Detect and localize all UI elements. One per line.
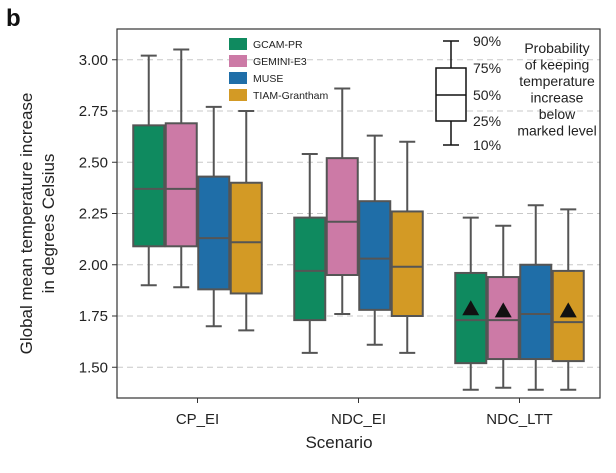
- box-iqr: [132, 124, 166, 248]
- key-percentile-label: 75%: [473, 60, 501, 76]
- box-iqr: [390, 210, 424, 317]
- box-iqr: [519, 263, 553, 361]
- box-gemini-e3: [164, 48, 198, 289]
- key-description-line: of keeping: [525, 57, 590, 73]
- y-tick-label: 2.75: [79, 103, 108, 120]
- box-gcam-pr: [293, 153, 327, 354]
- key-percentile-label: 50%: [473, 87, 501, 103]
- box-muse: [197, 105, 231, 328]
- box-iqr: [325, 157, 359, 276]
- key-percentile-label: 25%: [473, 113, 501, 129]
- y-tick-label: 3.00: [79, 52, 108, 69]
- legend-swatch: [229, 89, 247, 101]
- box-iqr: [197, 175, 231, 291]
- y-tick-label: 2.50: [79, 154, 108, 171]
- box-gemini-e3: [325, 87, 359, 315]
- triangle-marker: [494, 302, 512, 318]
- key-description-line: increase: [531, 90, 584, 106]
- box-gcam-pr: [454, 216, 488, 391]
- box-muse: [358, 134, 392, 346]
- y-tick-label: 1.50: [79, 359, 108, 376]
- box-iqr: [486, 276, 520, 361]
- y-tick-label: 1.75: [79, 308, 108, 325]
- box-tiam-grantham: [551, 208, 585, 391]
- key-description-line: temperature: [519, 73, 595, 89]
- triangle-marker: [462, 300, 480, 316]
- x-tick-label: CP_EI: [176, 411, 219, 428]
- box-tiam-grantham: [229, 110, 263, 332]
- box-iqr: [358, 200, 392, 311]
- legend-swatch: [229, 38, 247, 50]
- key-description-line: Probability: [524, 40, 589, 56]
- legend-label: GEMINI-E3: [253, 56, 307, 68]
- y-axis-label: Global mean temperature increase in degre…: [17, 93, 58, 355]
- x-tick-label: NDC_EI: [331, 411, 386, 428]
- triangle-marker: [559, 302, 577, 318]
- x-tick-label: NDC_LTT: [486, 411, 552, 428]
- y-tick-label: 2.00: [79, 257, 108, 274]
- key-percentile-label: 10%: [473, 137, 501, 153]
- y-axis-label-line: in degrees Celsius: [39, 154, 58, 294]
- legend-swatch: [229, 55, 247, 67]
- legend-swatch: [229, 72, 247, 84]
- box-iqr: [454, 271, 488, 365]
- legend-label: GCAM-PR: [253, 39, 303, 51]
- box-iqr: [229, 181, 263, 295]
- box-tiam-grantham: [390, 140, 424, 354]
- box-muse: [519, 204, 553, 391]
- key-description-line: marked level: [517, 123, 596, 139]
- box-iqr: [164, 122, 198, 248]
- box-gcam-pr: [132, 54, 166, 287]
- box-gemini-e3: [486, 224, 520, 389]
- y-axis-label-line: Global mean temperature increase: [17, 93, 36, 355]
- legend-label: MUSE: [253, 73, 283, 85]
- box-iqr: [293, 216, 327, 322]
- legend: GCAM-PR GEMINI-E3 MUSE TIAM-Grantham: [229, 38, 329, 102]
- key-percentile-label: 90%: [473, 33, 501, 49]
- key-description-line: below: [539, 106, 576, 122]
- legend-label: TIAM-Grantham: [253, 90, 329, 102]
- panel-label: b: [6, 5, 21, 32]
- y-tick-label: 2.25: [79, 206, 108, 223]
- x-axis-label: Scenario: [305, 433, 372, 452]
